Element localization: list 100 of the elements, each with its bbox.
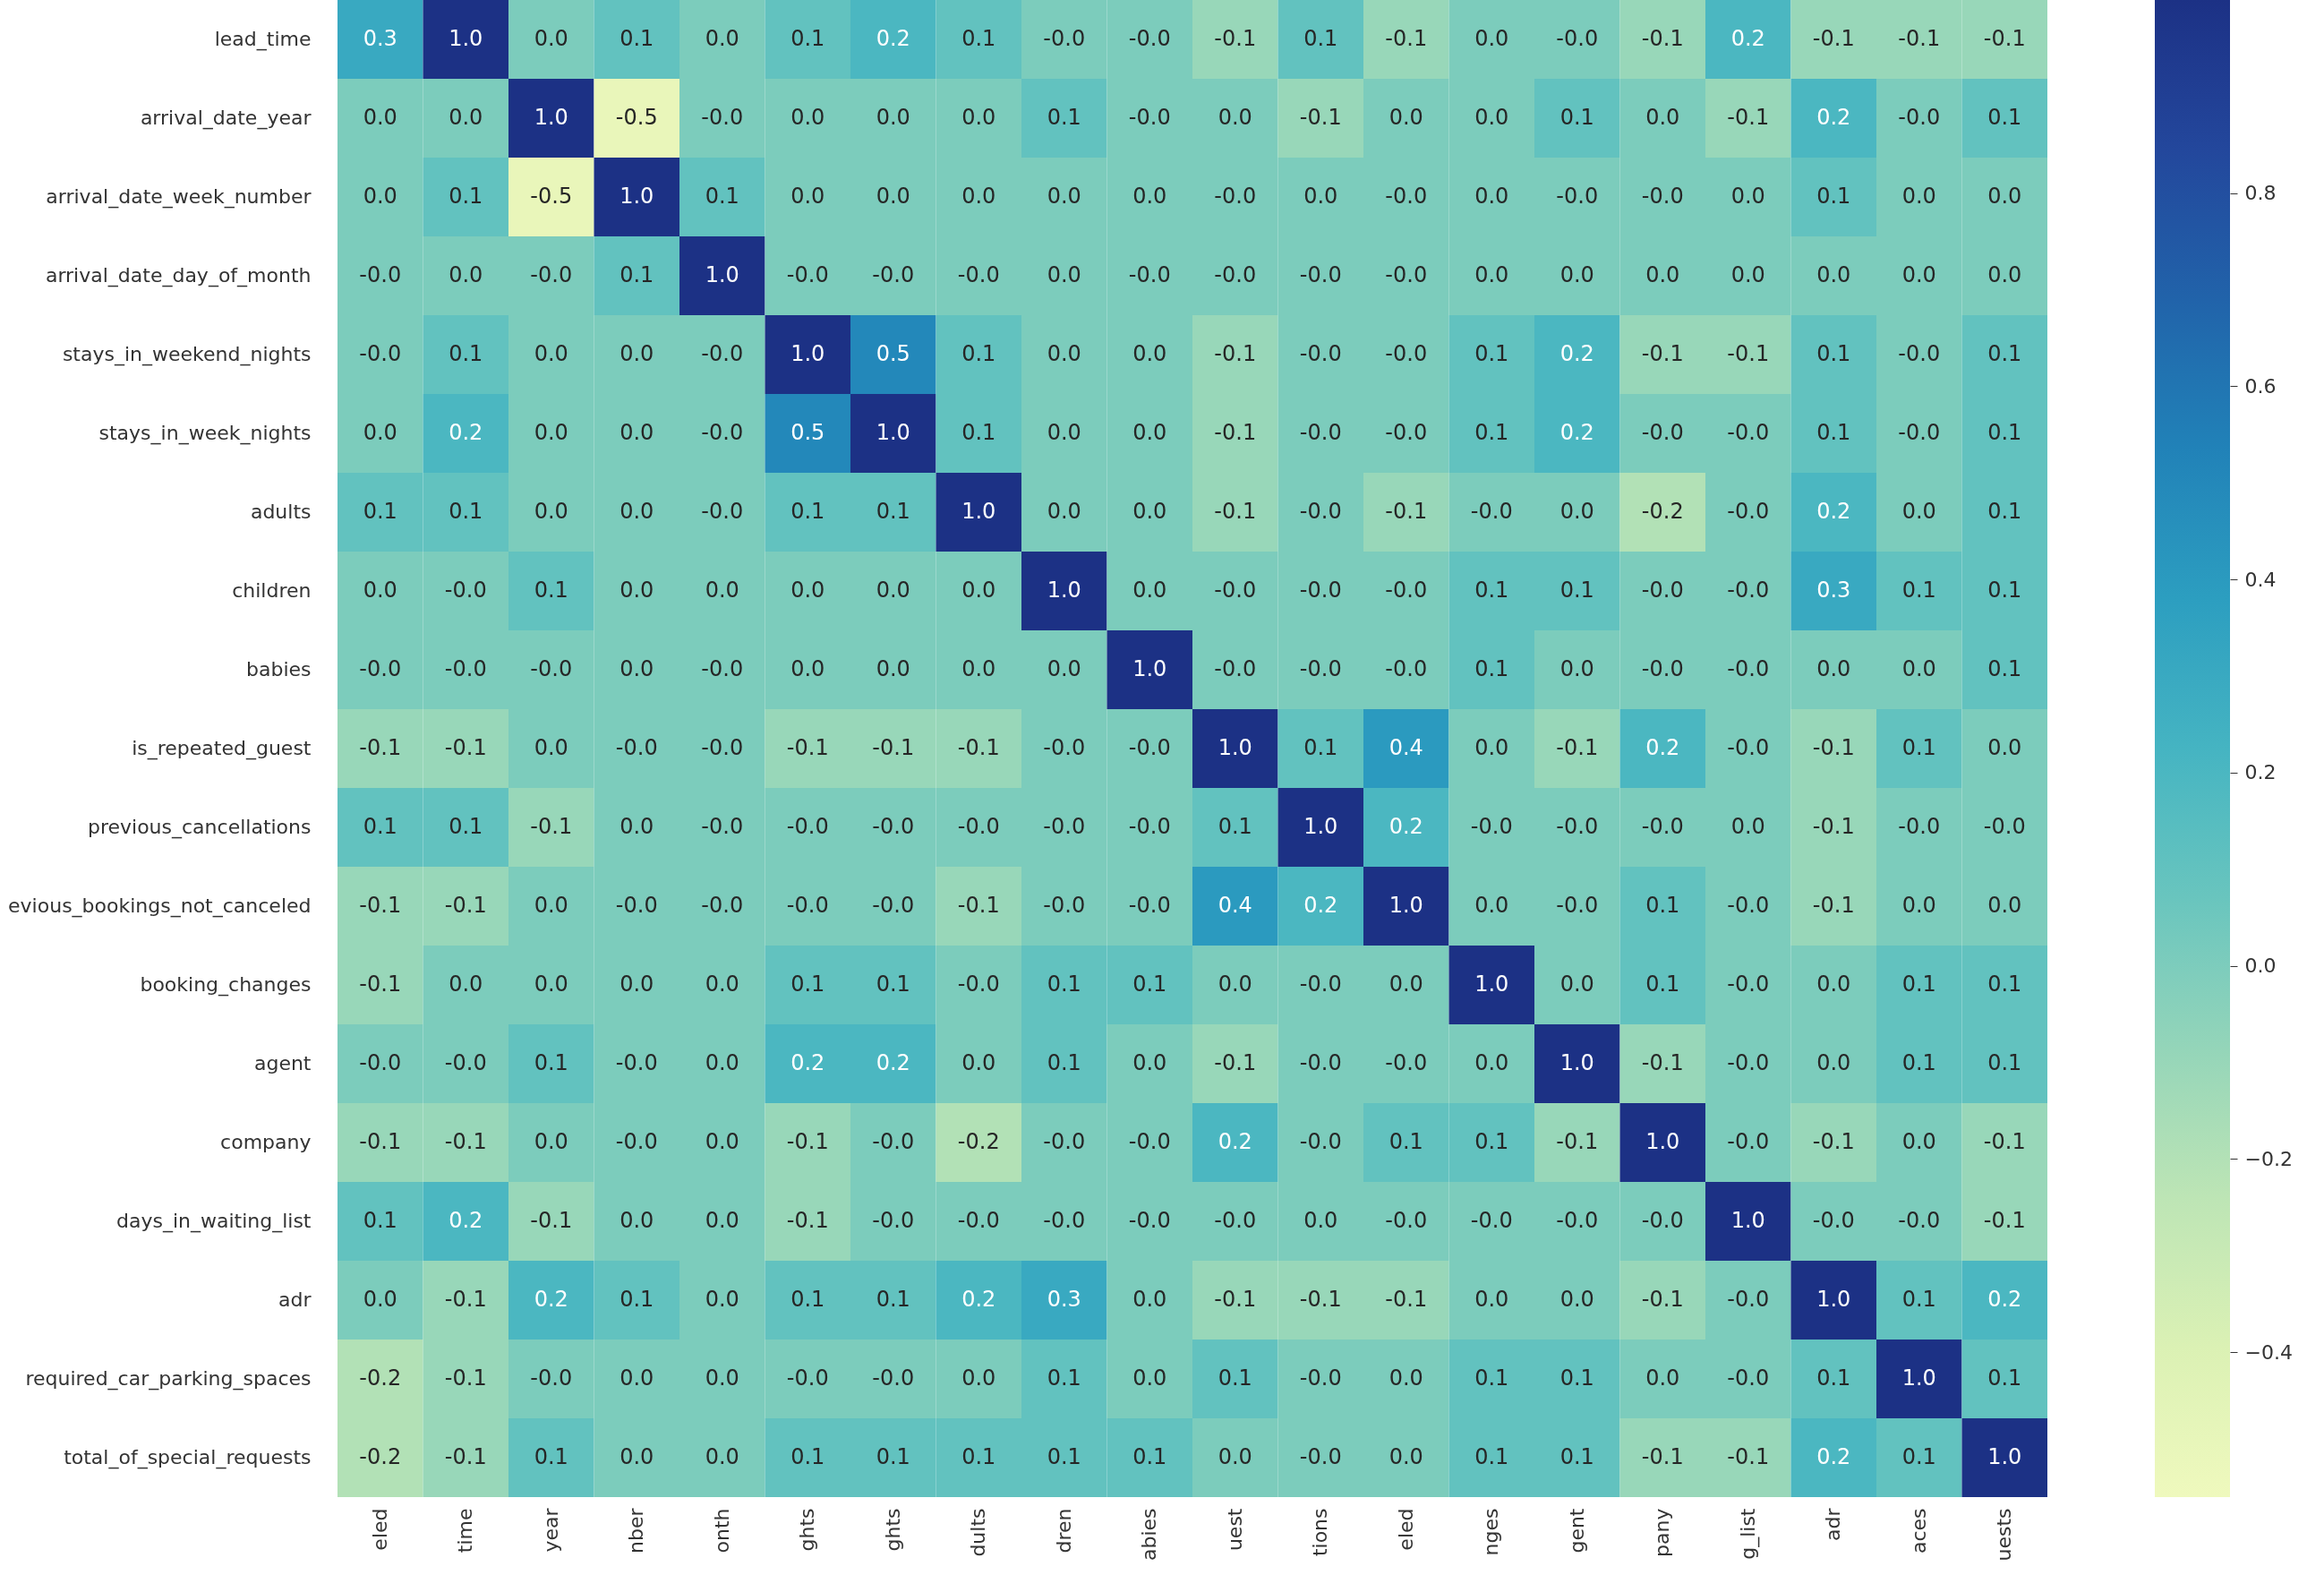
data-label: 0.1 (961, 26, 996, 51)
data-label: 0.1 (1987, 972, 2022, 997)
data-label: 0.1 (1987, 1365, 2022, 1391)
data-label: 0.0 (1987, 262, 2022, 287)
data-label: 0.2 (1559, 341, 1594, 366)
data-label: -0.1 (359, 1129, 402, 1154)
color-bar-label: 0.8 (2244, 182, 2277, 205)
data-label: -0.0 (1385, 420, 1428, 445)
y-tick-label: evious_bookings_not_canceled (8, 894, 312, 918)
data-label: 0.0 (534, 1129, 568, 1154)
data-label: -0.0 (1727, 420, 1770, 445)
data-label: 0.0 (1047, 262, 1081, 287)
data-label: -0.0 (359, 1050, 402, 1075)
data-label: -0.1 (1641, 26, 1684, 51)
data-label: 0.0 (1474, 735, 1509, 760)
y-tick-label: total_of_special_requests (64, 1446, 312, 1469)
data-label: -0.0 (1043, 893, 1086, 918)
data-label: 0.1 (790, 499, 825, 524)
x-tick-label: year (539, 1507, 562, 1553)
data-label: 0.0 (1559, 1287, 1594, 1312)
data-label: -0.0 (957, 972, 1000, 997)
data-label: 0.2 (876, 26, 910, 51)
data-label: 0.2 (449, 420, 483, 445)
data-label: -0.0 (701, 341, 744, 366)
y-tick-label: arrival_date_day_of_month (45, 264, 312, 287)
data-label: 1.0 (1901, 1365, 1936, 1391)
data-label: -0.1 (444, 1129, 487, 1154)
data-label: -0.0 (1727, 656, 1770, 681)
data-label: -0.0 (1299, 1050, 1342, 1075)
data-label: 0.0 (1474, 184, 1509, 209)
x-tick-label: uest (1223, 1508, 1246, 1552)
data-label: 0.0 (1132, 578, 1167, 603)
data-label: 0.0 (705, 1129, 739, 1154)
data-label: -0.1 (1214, 420, 1257, 445)
data-label: -0.0 (1727, 735, 1770, 760)
data-label: 0.0 (1047, 420, 1081, 445)
data-label: -0.1 (872, 735, 915, 760)
data-label: -0.0 (1214, 1208, 1257, 1233)
data-label: -0.0 (615, 1050, 658, 1075)
data-label: 0.1 (1901, 972, 1936, 997)
data-label: -0.0 (957, 262, 1000, 287)
y-tick-label: adults (250, 501, 312, 523)
data-label: -0.0 (444, 656, 487, 681)
data-label: 0.2 (1816, 499, 1851, 524)
data-label: 0.2 (449, 1208, 483, 1233)
data-label: 1.0 (1218, 735, 1252, 760)
data-label: -0.0 (957, 814, 1000, 839)
data-label: 0.2 (1303, 893, 1338, 918)
data-label: 1.0 (449, 26, 483, 51)
data-label: 0.0 (1474, 262, 1509, 287)
data-label: 0.0 (876, 105, 910, 130)
data-label: -0.0 (1128, 1129, 1171, 1154)
y-tick-label: agent (253, 1052, 312, 1074)
data-label: 0.0 (1474, 26, 1509, 51)
data-label: -0.0 (1385, 184, 1428, 209)
data-label: -0.0 (444, 578, 487, 603)
x-tick-label: adr (1822, 1507, 1845, 1541)
data-label: -0.1 (1812, 735, 1855, 760)
data-label: -0.0 (1214, 262, 1257, 287)
data-label: 0.0 (1474, 1050, 1509, 1075)
y-tick-label: children (232, 579, 312, 602)
data-label: 0.1 (1388, 1129, 1423, 1154)
data-label: 0.0 (1987, 893, 2022, 918)
data-label: 0.1 (534, 1050, 568, 1075)
data-label: 0.1 (363, 814, 397, 839)
data-label: 0.0 (1559, 262, 1594, 287)
data-label: -0.0 (1299, 656, 1342, 681)
data-label: -0.1 (359, 893, 402, 918)
data-label: -0.0 (872, 1208, 915, 1233)
data-label: -0.1 (444, 735, 487, 760)
data-label: 1.0 (961, 499, 996, 524)
data-label: -0.0 (1385, 656, 1428, 681)
data-label: -0.0 (1556, 814, 1599, 839)
data-label: -0.1 (444, 1287, 487, 1312)
data-label: -0.0 (872, 1129, 915, 1154)
data-label: 0.1 (619, 1287, 654, 1312)
data-label: 0.2 (961, 1287, 996, 1312)
color-bar-label: 0.6 (2244, 374, 2277, 398)
data-label: 0.0 (363, 1287, 397, 1312)
color-bar-label: 0.2 (2244, 761, 2277, 784)
data-label: -0.1 (444, 1444, 487, 1469)
data-label: -0.1 (1727, 1444, 1770, 1469)
data-label: 0.0 (705, 26, 739, 51)
data-label: -0.0 (701, 656, 744, 681)
data-label: -0.0 (1727, 1129, 1770, 1154)
data-label: 0.1 (449, 499, 483, 524)
data-label: -0.0 (615, 735, 658, 760)
y-tick-label: lead_time (214, 28, 312, 51)
data-label: 0.0 (534, 972, 568, 997)
data-label: 0.1 (1559, 1365, 1594, 1391)
data-label: 0.2 (1816, 1444, 1851, 1469)
data-label: -0.1 (1812, 26, 1855, 51)
data-label: -0.1 (359, 735, 402, 760)
data-label: 1.0 (534, 105, 568, 130)
x-tick-label: ghts (881, 1508, 904, 1552)
data-label: 1.0 (790, 341, 825, 366)
data-label: 0.0 (619, 814, 654, 839)
data-label: -0.0 (1641, 656, 1684, 681)
data-label: 0.0 (1132, 499, 1167, 524)
data-label: 0.0 (790, 184, 825, 209)
